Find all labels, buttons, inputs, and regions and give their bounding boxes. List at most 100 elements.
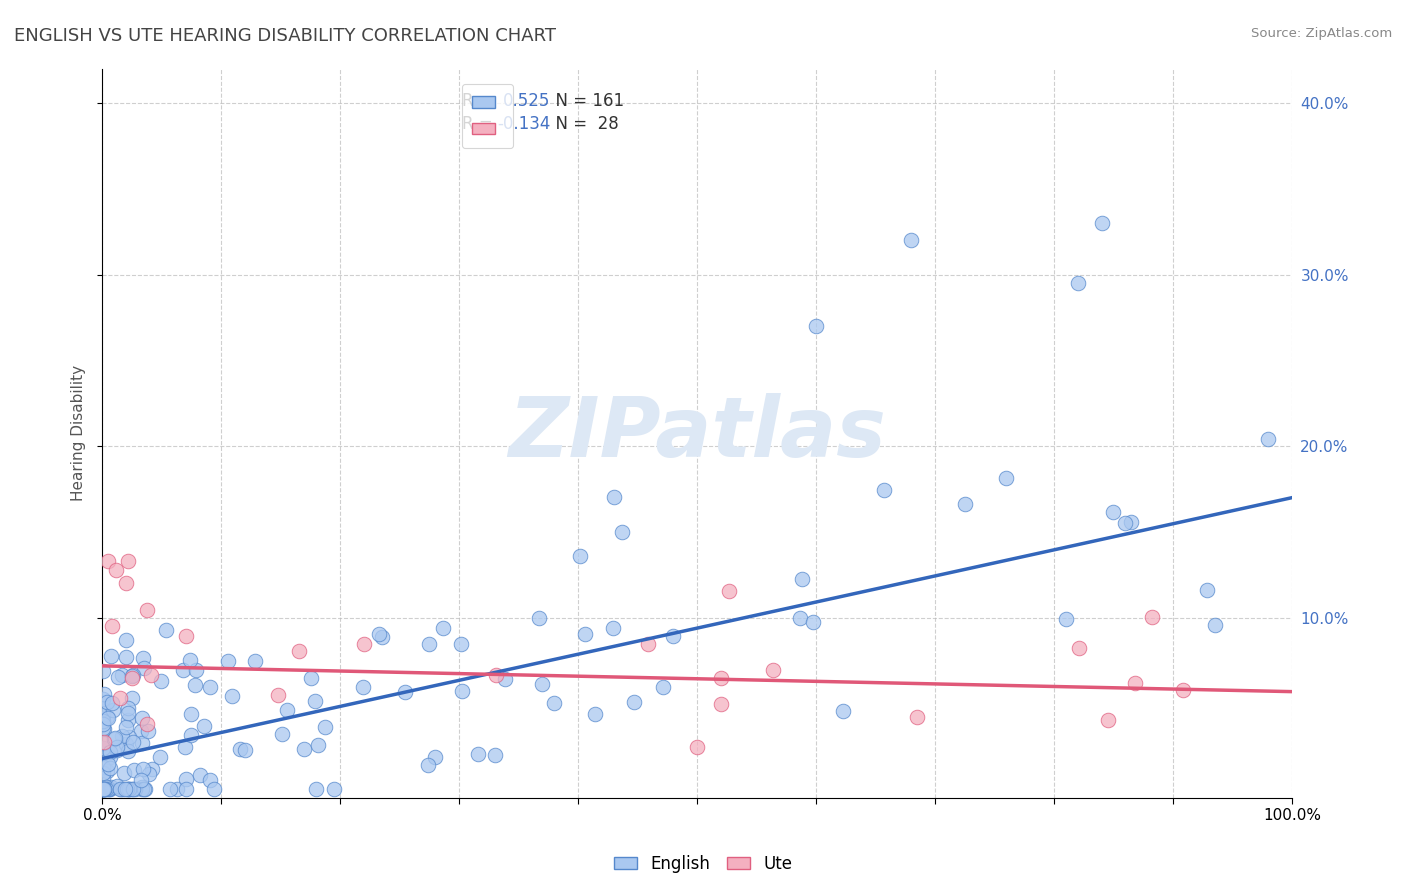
Point — [93, 723, 115, 737]
Point — [186, 663, 208, 677]
Point — [93, 736, 115, 750]
Point — [159, 782, 181, 797]
Point — [287, 643, 309, 657]
Point — [101, 703, 124, 717]
Point — [97, 757, 120, 772]
Point — [93, 714, 115, 729]
Legend: , : , — [461, 84, 513, 148]
Point — [172, 663, 194, 677]
Point — [93, 740, 115, 755]
Point — [710, 697, 733, 711]
Point — [93, 782, 115, 797]
Point — [107, 670, 129, 684]
Y-axis label: Hearing Disability: Hearing Disability — [72, 365, 86, 501]
Point — [115, 782, 138, 797]
Point — [484, 747, 506, 762]
Point — [900, 233, 922, 247]
Point — [353, 636, 375, 650]
Point — [1140, 610, 1163, 624]
Point — [135, 603, 157, 617]
Point — [1102, 505, 1125, 519]
Point — [98, 782, 121, 797]
Point — [352, 680, 374, 694]
Point — [418, 638, 440, 652]
Point — [94, 782, 117, 797]
Point — [314, 720, 336, 734]
Point — [98, 782, 121, 797]
Text: ZIPatlas: ZIPatlas — [508, 392, 886, 474]
Point — [98, 745, 121, 759]
Point — [93, 782, 115, 797]
Point — [97, 554, 120, 568]
Point — [139, 668, 162, 682]
Point — [416, 758, 439, 772]
Point — [115, 720, 138, 734]
Point — [1091, 216, 1114, 230]
Point — [108, 690, 131, 705]
Point — [93, 735, 115, 749]
Point — [267, 688, 290, 702]
Point — [198, 773, 221, 788]
Point — [307, 738, 329, 752]
Point — [112, 765, 135, 780]
Point — [243, 654, 266, 668]
Point — [1067, 641, 1090, 656]
Point — [193, 719, 215, 733]
Point — [93, 782, 115, 797]
Point — [105, 739, 128, 754]
Point — [603, 490, 626, 504]
Point — [1204, 617, 1226, 632]
Point — [1119, 516, 1142, 530]
Point — [93, 782, 115, 797]
Point — [717, 583, 740, 598]
Point — [1125, 675, 1147, 690]
Point — [93, 687, 115, 701]
Point — [94, 780, 117, 794]
Point — [1114, 516, 1136, 531]
Point — [184, 678, 207, 692]
Point — [93, 782, 115, 797]
Point — [131, 780, 153, 794]
Point — [610, 524, 633, 539]
Point — [804, 318, 827, 333]
Point — [121, 671, 143, 685]
Point — [1097, 713, 1119, 727]
Text: N =  28: N = 28 — [544, 115, 619, 133]
Point — [132, 782, 155, 797]
Point — [121, 690, 143, 705]
Point — [93, 766, 115, 780]
Point — [305, 782, 328, 797]
Point — [1067, 276, 1090, 290]
Point — [180, 728, 202, 742]
Point — [1173, 683, 1195, 698]
Point — [121, 668, 143, 682]
Point — [111, 668, 134, 682]
Point — [93, 760, 115, 774]
Point — [790, 572, 813, 586]
Point — [132, 651, 155, 665]
Point — [122, 782, 145, 797]
Point — [637, 636, 659, 650]
Point — [270, 727, 292, 741]
Point — [131, 736, 153, 750]
Point — [96, 709, 118, 723]
Point — [367, 627, 389, 641]
Point — [114, 632, 136, 647]
Point — [112, 782, 135, 797]
Point — [543, 697, 565, 711]
Point — [138, 767, 160, 781]
Point — [100, 648, 122, 663]
Point — [529, 611, 551, 625]
Point — [100, 619, 122, 633]
Point — [97, 711, 120, 725]
Point — [623, 695, 645, 709]
Point — [117, 782, 139, 797]
Point — [198, 680, 221, 694]
Point — [188, 768, 211, 782]
Point — [117, 701, 139, 715]
Point — [115, 650, 138, 665]
Point — [93, 722, 115, 736]
Point — [662, 629, 685, 643]
Text: Source: ZipAtlas.com: Source: ZipAtlas.com — [1251, 27, 1392, 40]
Point — [93, 717, 115, 731]
